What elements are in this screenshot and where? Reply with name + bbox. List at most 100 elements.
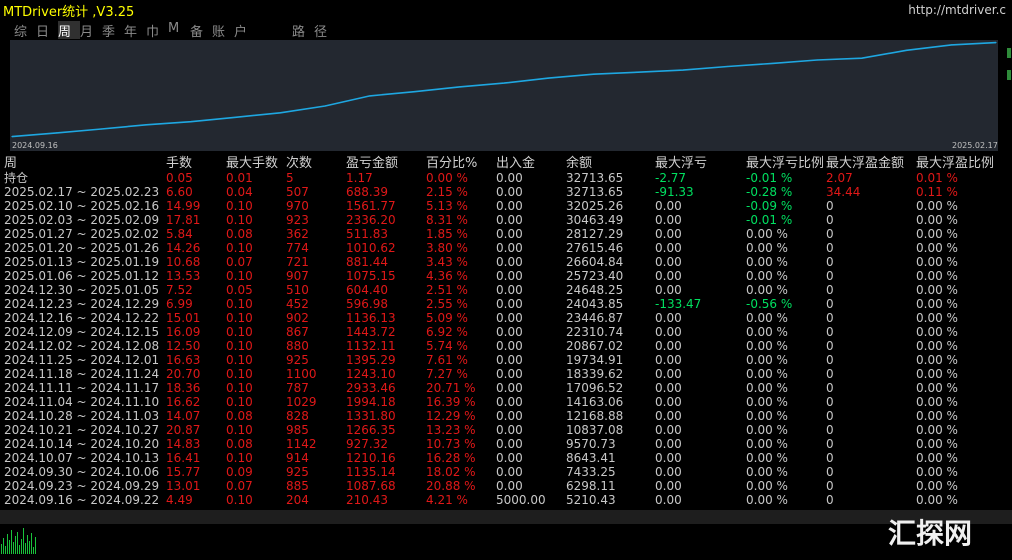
table-row[interactable]: 2024.11.11 ~ 2024.11.17 18.36 0.10 787 2933.… xyxy=(0,381,1012,395)
table-row[interactable]: 2024.12.09 ~ 2024.12.15 16.09 0.10 867 1443.… xyxy=(0,325,1012,339)
cell-max-float-gain: 0 xyxy=(826,255,834,269)
cell-balance: 7433.25 xyxy=(566,465,616,479)
cell-max-lots: 0.10 xyxy=(226,353,253,367)
column-header[interactable]: 最大手数 xyxy=(226,156,279,171)
column-header[interactable]: 百分比% xyxy=(426,156,478,171)
cell-count: 923 xyxy=(286,213,309,227)
cell-io: 0.00 xyxy=(496,437,523,451)
cell-pl: 1010.62 xyxy=(346,241,396,255)
cell-io: 0.00 xyxy=(496,423,523,437)
tab-path-1[interactable]: 路 xyxy=(292,25,306,40)
table-row[interactable]: 2024.12.30 ~ 2025.01.05 7.52 0.05 510 604.40… xyxy=(0,283,1012,297)
table-row[interactable]: 2024.10.21 ~ 2024.10.27 20.87 0.10 985 1266.… xyxy=(0,423,1012,437)
table-row[interactable]: 2024.12.23 ~ 2024.12.29 6.99 0.10 452 596.98… xyxy=(0,297,1012,311)
cell-max-float-loss: -2.77 xyxy=(655,171,687,185)
tab-year[interactable]: 年 xyxy=(124,25,138,40)
balance-point xyxy=(682,69,684,71)
tab-day[interactable]: 日 xyxy=(36,25,50,40)
cell-pct: 12.29 % xyxy=(426,409,476,423)
table-row[interactable]: 2025.02.17 ~ 2025.02.23 6.60 0.04 507 688.39… xyxy=(0,185,1012,199)
tab-overview[interactable]: 综 xyxy=(14,25,28,40)
table-row[interactable]: 2024.09.30 ~ 2024.10.06 15.77 0.09 925 1135.… xyxy=(0,465,1012,479)
tab-path-2[interactable]: 径 xyxy=(314,25,328,40)
cell-max-float-gain: 0 xyxy=(826,367,834,381)
table-row[interactable]: 2024.09.23 ~ 2024.09.29 13.01 0.07 885 1087.… xyxy=(0,479,1012,493)
cell-count: 204 xyxy=(286,493,309,507)
cell-count: 828 xyxy=(286,409,309,423)
cell-period: 2025.01.13 ~ 2025.01.19 xyxy=(4,255,160,269)
cell-max-float-gain-pct: 0.00 % xyxy=(916,353,958,367)
cell-pct: 4.36 % xyxy=(426,269,468,283)
cell-balance: 20867.02 xyxy=(566,339,624,353)
cell-balance: 32713.65 xyxy=(566,185,624,199)
table-row[interactable]: 2024.11.04 ~ 2024.11.10 16.62 0.10 1029 1994… xyxy=(0,395,1012,409)
column-header[interactable]: 余额 xyxy=(566,156,593,171)
cell-balance: 30463.49 xyxy=(566,213,624,227)
balance-point xyxy=(771,62,773,65)
table-row[interactable]: 2024.10.28 ~ 2024.11.03 14.07 0.08 828 1331.… xyxy=(0,409,1012,423)
table-row[interactable]: 2024.11.18 ~ 2024.11.24 20.70 0.10 1100 1243… xyxy=(0,367,1012,381)
cell-max-lots: 0.10 xyxy=(226,493,253,507)
cell-period: 2024.12.02 ~ 2024.12.08 xyxy=(4,339,160,353)
holding-row[interactable]: 持仓 0.05 0.01 5 1.17 0.00 % 0.00 32713.65 -2.77 -0… xyxy=(0,171,1012,185)
tab-account-1[interactable]: 账 xyxy=(212,25,226,40)
cell-pct: 3.80 % xyxy=(426,241,468,255)
cell-lots: 13.01 xyxy=(166,479,201,493)
table-row[interactable]: 2025.01.20 ~ 2025.01.26 14.26 0.10 774 1010.… xyxy=(0,241,1012,255)
table-row[interactable]: 2025.02.03 ~ 2025.02.09 17.81 0.10 923 2336.… xyxy=(0,213,1012,227)
column-header[interactable]: 周 xyxy=(4,156,18,171)
cell-lots: 16.41 xyxy=(166,451,201,465)
cell-count: 970 xyxy=(286,199,309,213)
tab-week[interactable]: 周 xyxy=(58,21,80,40)
cell-max-lots: 0.05 xyxy=(226,283,253,297)
column-header[interactable]: 最大浮盈比例 xyxy=(916,156,995,171)
table-row[interactable]: 2024.12.16 ~ 2024.12.22 15.01 0.10 902 1136.… xyxy=(0,311,1012,325)
table-row[interactable]: 2024.10.07 ~ 2024.10.13 16.41 0.10 914 1210.… xyxy=(0,451,1012,465)
cell-count: 985 xyxy=(286,423,309,437)
table-row[interactable]: 2024.09.16 ~ 2024.09.22 4.49 0.10 204 210.43… xyxy=(0,493,1012,507)
table-row[interactable]: 2024.10.14 ~ 2024.10.20 14.83 0.08 1142 927.… xyxy=(0,437,1012,451)
website-link[interactable]: http://mtdriver.c xyxy=(908,3,1006,17)
table-row[interactable]: 2025.01.13 ~ 2025.01.19 10.68 0.07 721 881.4… xyxy=(0,255,1012,269)
mini-bar xyxy=(11,530,12,554)
column-header[interactable]: 最大浮盈金额 xyxy=(826,156,905,171)
cell-io: 0.00 xyxy=(496,241,523,255)
table-row[interactable]: 2025.01.27 ~ 2025.02.02 5.84 0.08 362 511.83… xyxy=(0,227,1012,241)
tab-symbol[interactable]: 巾 xyxy=(146,25,160,40)
cell-max-lots: 0.08 xyxy=(226,437,253,451)
tab-magic[interactable]: M xyxy=(168,21,180,36)
tab-quarter[interactable]: 季 xyxy=(102,25,116,40)
cell-max-float-loss: 0.00 xyxy=(655,339,682,353)
column-header[interactable]: 最大浮亏 xyxy=(655,156,708,171)
cell-max-float-loss-pct: -0.01 % xyxy=(746,171,793,185)
tab-month[interactable]: 月 xyxy=(80,25,94,40)
cell-count: 902 xyxy=(286,311,309,325)
column-header[interactable]: 次数 xyxy=(286,156,313,171)
cell-lots: 14.26 xyxy=(166,241,201,255)
cell-max-float-loss: 0.00 xyxy=(655,395,682,409)
balance-chart xyxy=(10,40,998,151)
cell-max-float-loss-pct: 0.00 % xyxy=(746,269,788,283)
cell-pct: 7.61 % xyxy=(426,353,468,367)
column-header[interactable]: 盈亏金额 xyxy=(346,156,399,171)
table-row[interactable]: 2025.01.06 ~ 2025.01.12 13.53 0.10 907 1075.… xyxy=(0,269,1012,283)
cell-balance: 14163.06 xyxy=(566,395,624,409)
cell-max-lots: 0.08 xyxy=(226,409,253,423)
column-header[interactable]: 手数 xyxy=(166,156,193,171)
cell-pct: 18.02 % xyxy=(426,465,476,479)
column-header[interactable]: 出入金 xyxy=(496,156,536,171)
tab-comment[interactable]: 备 xyxy=(190,25,204,40)
cell-count: 787 xyxy=(286,381,309,395)
cell-period: 2024.12.23 ~ 2024.12.29 xyxy=(4,297,160,311)
tab-account-2[interactable]: 户 xyxy=(234,25,248,40)
cell-balance: 10837.08 xyxy=(566,423,624,437)
cell-io: 0.00 xyxy=(496,353,523,367)
table-row[interactable]: 2024.11.25 ~ 2024.12.01 16.63 0.10 925 1395.… xyxy=(0,353,1012,367)
table-row[interactable]: 2024.12.02 ~ 2024.12.08 12.50 0.10 880 1132.… xyxy=(0,339,1012,353)
cell-max-float-gain-pct: 0.00 % xyxy=(916,213,958,227)
cell-period: 2024.11.18 ~ 2024.11.24 xyxy=(4,367,160,381)
cell-max-lots: 0.10 xyxy=(226,311,253,325)
table-row[interactable]: 2025.02.10 ~ 2025.02.16 14.99 0.10 970 1561.… xyxy=(0,199,1012,213)
column-header[interactable]: 最大浮亏比例 xyxy=(746,156,825,171)
cell-pl: 2933.46 xyxy=(346,381,396,395)
